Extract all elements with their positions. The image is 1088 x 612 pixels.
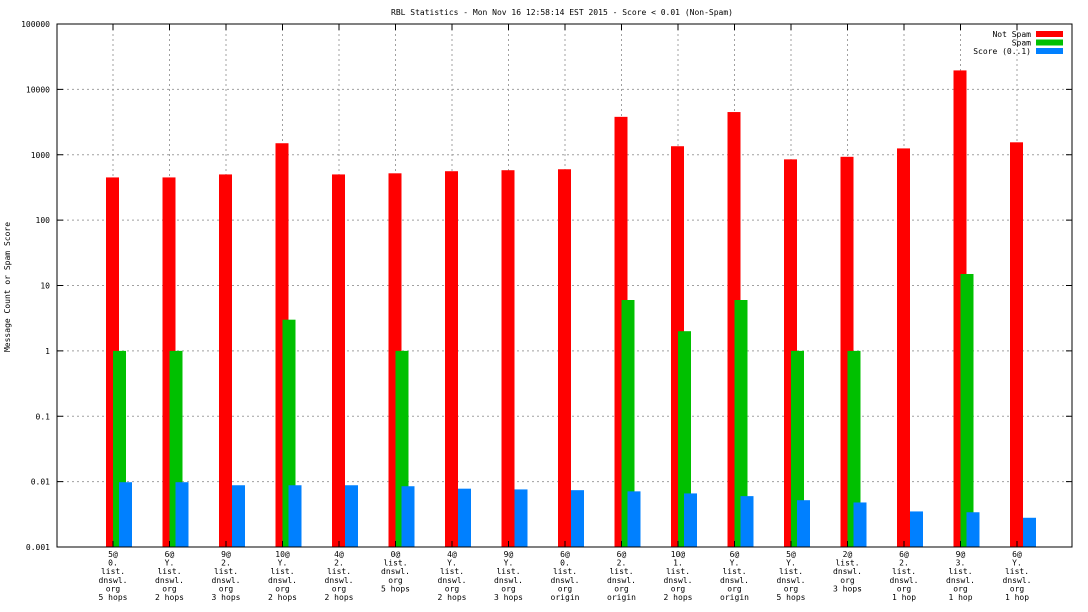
axis-ticks: 0.001 0.01 0.1 1 10 100 1000 10000 100000 5@ 0. lis… <box>21 20 1072 602</box>
bar-score-0-1 <box>627 491 641 547</box>
legend-swatch <box>1036 48 1063 54</box>
bar-not-spam <box>332 174 345 547</box>
bar-not-spam <box>558 169 571 547</box>
x-tick-label: 9@ Y. list. dnswl. org 3 hops <box>494 550 523 602</box>
x-tick-label: 9@ 2. list. dnswl. org 3 hops <box>212 550 241 602</box>
bar-not-spam <box>897 148 910 548</box>
x-tick-label: 6@ 2. list. dnswl. org origin <box>607 550 636 602</box>
x-tick-label: 2@ list. dnswl. org 3 hops <box>833 550 862 593</box>
y-tick-label: 1000 <box>31 151 50 160</box>
bar-spam <box>791 350 804 547</box>
bar-spam <box>621 300 635 547</box>
bar-score-0-1 <box>119 482 132 547</box>
y-axis-label: Message Count or Spam Score <box>3 222 12 352</box>
bar-score-0-1 <box>571 490 584 547</box>
bar-not-spam <box>445 171 458 547</box>
y-tick-label: 100 <box>36 216 51 225</box>
y-tick-label: 0.01 <box>31 478 50 487</box>
bar-spam <box>960 273 974 547</box>
bar-score-0-1 <box>740 496 754 547</box>
x-tick-label: 4@ Y. list. dnswl. org 2 hops <box>438 550 467 602</box>
bars <box>106 70 1036 548</box>
bar-score-0-1 <box>966 512 980 547</box>
bar-score-0-1 <box>1023 517 1036 547</box>
bar-not-spam <box>501 170 515 548</box>
legend-label: Not Spam <box>992 30 1031 39</box>
bar-score-0-1 <box>232 485 245 547</box>
bar-spam <box>678 331 691 547</box>
legend-swatch <box>1036 39 1063 46</box>
x-tick-label: 6@ Y. list. dnswl. org 2 hops <box>155 550 184 602</box>
x-tick-label: 10@ Y. list. dnswl. org 2 hops <box>268 550 297 602</box>
x-tick-label: 10@ 1. list. dnswl. org 2 hops <box>664 550 693 602</box>
bar-not-spam <box>219 174 232 547</box>
bar-score-0-1 <box>684 493 697 547</box>
bar-score-0-1 <box>401 486 415 547</box>
bar-score-0-1 <box>175 482 189 547</box>
x-tick-label: 6@ Y. list. dnswl. org 1 hop <box>1003 550 1032 602</box>
x-tick-label: 6@ Y. list. dnswl. org origin <box>720 550 749 602</box>
x-tick-label: 9@ 3. list. dnswl. org 1 hop <box>946 550 975 602</box>
bar-score-0-1 <box>514 489 528 547</box>
bar-score-0-1 <box>345 485 358 547</box>
x-tick-label: 0@ list. dnswl. org 5 hops <box>381 550 410 593</box>
x-tick-label: 6@ 0. list. dnswl. org origin <box>551 550 580 602</box>
bar-score-0-1 <box>910 511 923 547</box>
x-tick-label: 6@ 2. list. dnswl. org 1 hop <box>890 550 919 602</box>
y-tick-label: 100000 <box>21 20 50 29</box>
bar-score-0-1 <box>797 500 810 547</box>
y-tick-label: 10000 <box>26 85 50 94</box>
legend-label: Score (0..1) <box>973 47 1031 56</box>
legend-swatch <box>1036 31 1063 37</box>
x-tick-label: 5@ 0. list. dnswl. org 5 hops <box>99 550 128 602</box>
legend-label: Spam <box>1012 39 1031 48</box>
y-tick-label: 1 <box>45 347 50 356</box>
x-tick-label: 5@ Y. list. dnswl. org 5 hops <box>777 550 806 602</box>
bar-spam <box>734 300 748 547</box>
bar-score-0-1 <box>288 485 302 547</box>
x-tick-label: 4@ 2. list. dnswl. org 2 hops <box>325 550 354 602</box>
y-tick-label: 0.001 <box>26 543 50 552</box>
bar-not-spam <box>1010 142 1023 547</box>
y-tick-label: 0.1 <box>36 412 51 421</box>
bar-spam <box>847 350 861 547</box>
bar-score-0-1 <box>853 502 867 547</box>
bar-score-0-1 <box>458 488 471 547</box>
y-tick-label: 10 <box>40 282 50 291</box>
chart-title: RBL Statistics - Mon Nov 16 12:58:14 EST… <box>391 8 733 17</box>
